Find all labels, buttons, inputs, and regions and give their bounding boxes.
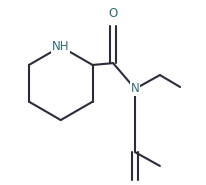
Text: O: O (109, 7, 118, 20)
Text: N: N (131, 82, 139, 95)
Text: NH: NH (52, 40, 69, 53)
